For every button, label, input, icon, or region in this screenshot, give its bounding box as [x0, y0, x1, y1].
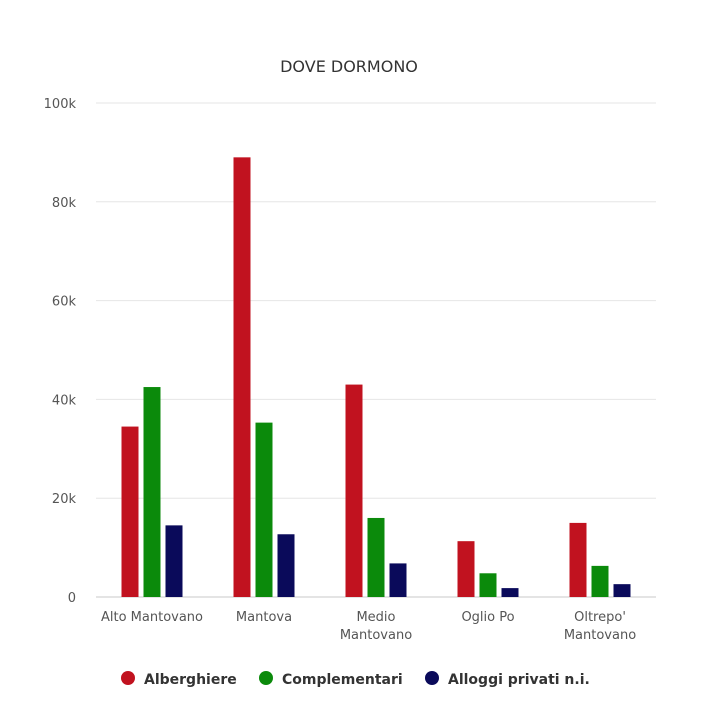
bar: [121, 426, 139, 597]
x-tick-label: Mantova: [236, 610, 292, 625]
bar: [367, 517, 385, 597]
legend-marker: [121, 671, 135, 685]
legend-label: Complementari: [282, 672, 403, 688]
chart-title: DOVE DORMONO: [280, 57, 418, 76]
bar: [277, 534, 295, 597]
y-axis-tick-labels: 0 20k 40k 60k 80k 100k: [44, 97, 77, 606]
x-axis-tick-labels: Alto Mantovano Mantova Medio Mantovano Oglio…: [101, 610, 636, 643]
bar: [501, 588, 519, 597]
bar: [165, 525, 183, 597]
bar: [613, 584, 631, 597]
legend-label: Alloggi privati n.i.: [448, 672, 590, 688]
bar: [255, 422, 273, 597]
x-tick-label: Alto Mantovano: [101, 610, 203, 625]
y-tick-label: 100k: [44, 97, 77, 112]
bar: [569, 522, 587, 597]
bar: [389, 563, 407, 597]
x-tick-label: Medio Mantovano: [340, 610, 412, 643]
legend-item: Alloggi privati n.i.: [425, 671, 590, 688]
grid-lines: [96, 102, 656, 598]
bar: [591, 565, 609, 597]
bar: [457, 541, 475, 597]
legend-marker: [259, 671, 273, 685]
y-tick-label: 0: [68, 591, 76, 606]
bars: [121, 157, 631, 597]
legend-label: Alberghiere: [144, 672, 237, 688]
y-tick-label: 40k: [52, 393, 77, 408]
bar: [233, 157, 251, 597]
legend-item: Alberghiere: [121, 671, 237, 688]
x-tick-label: Oglio Po: [461, 610, 514, 625]
legend: Alberghiere Complementari Alloggi privati …: [121, 671, 590, 688]
legend-marker: [425, 671, 439, 685]
y-tick-label: 60k: [52, 295, 77, 310]
bar: [479, 573, 497, 597]
bar: [345, 384, 363, 597]
legend-item: Complementari: [259, 671, 403, 688]
y-tick-label: 80k: [52, 196, 77, 211]
y-tick-label: 20k: [52, 492, 77, 507]
bar: [143, 387, 161, 597]
x-tick-label: Oltrepo' Mantovano: [564, 610, 636, 643]
